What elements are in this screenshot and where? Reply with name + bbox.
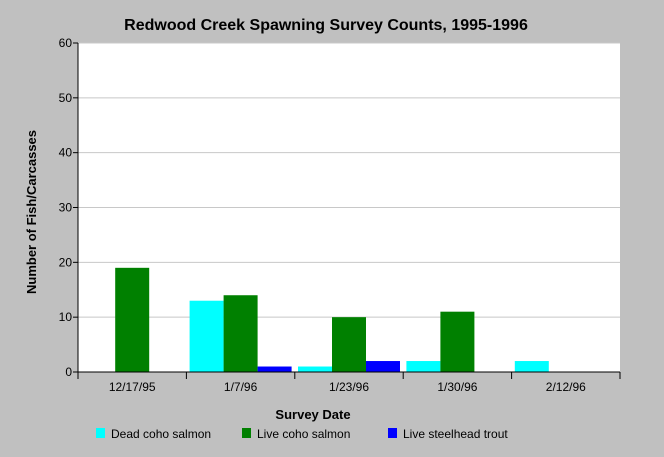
- bar: [440, 311, 475, 372]
- legend-swatch: [242, 428, 251, 438]
- bar: [514, 361, 549, 372]
- x-tick-label: 1/23/96: [329, 380, 369, 394]
- y-tick-label: 30: [59, 201, 73, 215]
- bars: [115, 267, 549, 372]
- x-axis-ticks: 12/17/95 1/7/96 1/23/96 1/30/96 2/12/96: [77, 372, 621, 394]
- legend: Dead coho salmon Live coho salmon Live ste…: [96, 427, 508, 441]
- bar: [223, 295, 258, 372]
- legend-swatch: [388, 428, 397, 438]
- x-tick-label: 1/30/96: [437, 380, 477, 394]
- legend-label: Dead coho salmon: [111, 427, 211, 441]
- y-tick-label: 20: [59, 255, 73, 269]
- y-tick-label: 60: [59, 36, 73, 50]
- y-tick-label: 40: [59, 146, 73, 160]
- bar: [366, 361, 400, 372]
- legend-label: Live steelhead trout: [403, 427, 508, 441]
- bar: [298, 366, 332, 372]
- x-tick-label: 2/12/96: [546, 380, 586, 394]
- chart-title: Redwood Creek Spawning Survey Counts, 19…: [124, 17, 528, 34]
- bar: [257, 366, 292, 372]
- x-axis-label: Survey Date: [275, 407, 350, 422]
- x-tick-label: 1/7/96: [224, 380, 258, 394]
- bar: [115, 267, 150, 372]
- y-tick-label: 10: [59, 310, 73, 324]
- bar: [189, 300, 224, 372]
- gridlines: [78, 42, 620, 318]
- x-tick-label: 12/17/95: [109, 380, 156, 394]
- bar: [332, 317, 366, 372]
- y-tick-label: 50: [59, 91, 73, 105]
- legend-swatch: [96, 428, 105, 438]
- legend-label: Live coho salmon: [257, 427, 350, 441]
- y-axis-ticks: 0 10 20 30 40 50 60: [59, 36, 78, 379]
- bar: [406, 361, 441, 372]
- y-tick-label: 0: [65, 365, 72, 379]
- y-axis-label: Number of Fish/Carcasses: [24, 130, 39, 294]
